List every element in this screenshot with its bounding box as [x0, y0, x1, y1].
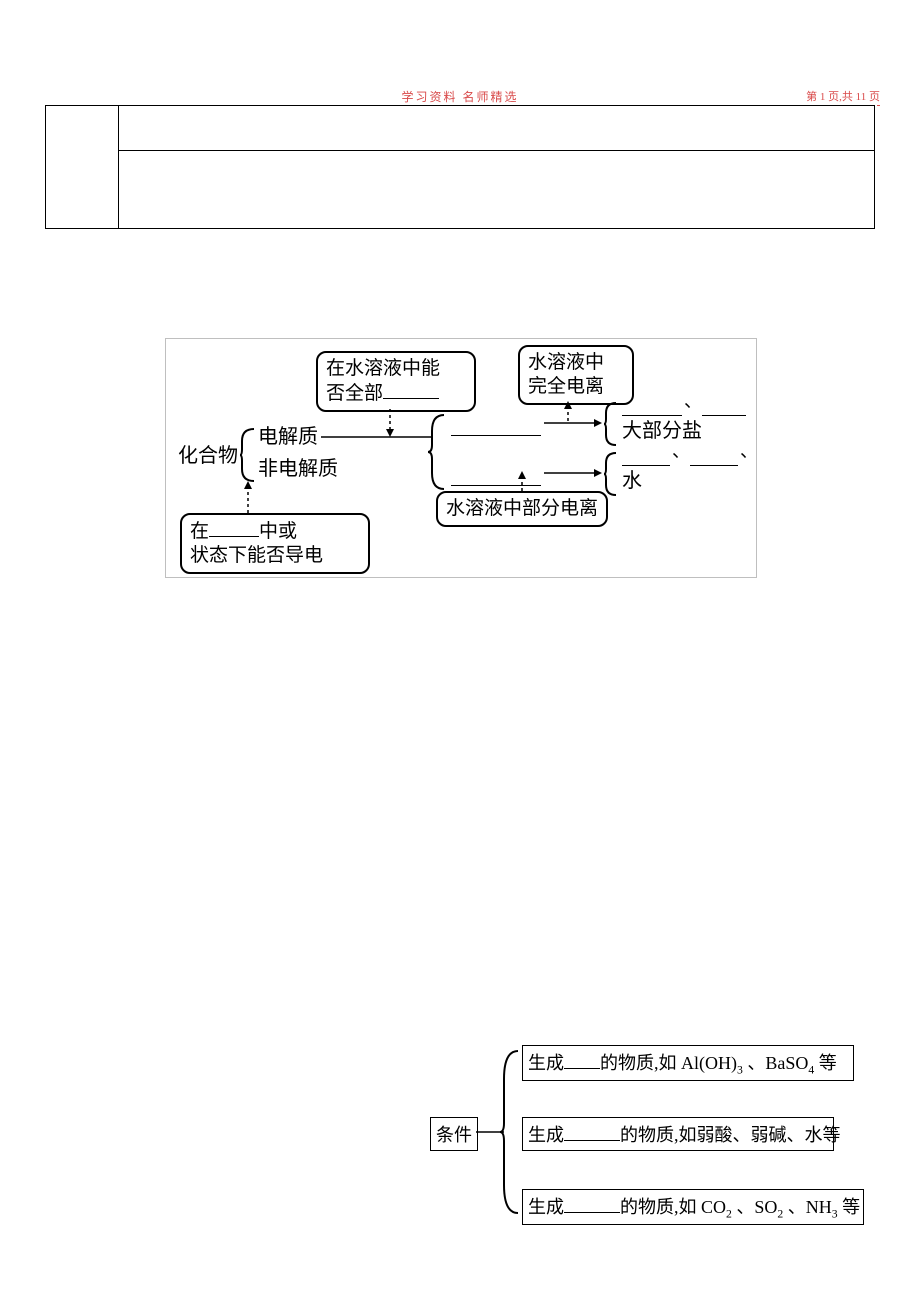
branch-electrolyte: 电解质: [258, 425, 318, 449]
table-top-right-cell: [119, 106, 875, 151]
d2-r3c: 、SO: [732, 1197, 778, 1217]
conditions-diagram: 条件 生成的物质,如 Al(OH)3 、BaSO4 等 生成的物质,如弱酸、弱碱…: [430, 1045, 870, 1220]
d2-r1c: 、BaSO: [743, 1053, 809, 1073]
header-page-number: 第 1 页,共 11 页: [806, 88, 880, 106]
d2-row3: 生成的物质,如 CO2 、SO2 、NH3 等: [522, 1189, 864, 1225]
punct-3: 、: [740, 441, 758, 463]
blank-r1a: [622, 401, 682, 416]
d2-r3a: 生成: [528, 1197, 564, 1217]
d2-blank1: [564, 1052, 600, 1069]
right-brace-1: [604, 401, 620, 447]
box-dissolve-line1: 在水溶液中能: [326, 358, 440, 379]
d2-row2: 生成的物质,如弱酸、弱碱、水等: [522, 1117, 834, 1151]
dotted-arrow-3: [516, 471, 528, 491]
box-dissolve-check: 在水溶液中能 否全部: [316, 351, 476, 412]
box-partial-ionize: 水溶液中部分电离: [436, 491, 608, 527]
blank-4: [209, 519, 259, 537]
page: 学习资料 名师精选 第 1 页,共 11 页 化合物 电解质 非电解质 在水溶液…: [0, 0, 920, 1303]
d2-r1b: 的物质,如 Al(OH): [600, 1053, 737, 1073]
d2-r3d: 、NH: [783, 1197, 832, 1217]
box-conduct-check: 在 中或 状态下能否导电: [180, 513, 370, 574]
right-item-2: 水: [622, 469, 642, 493]
d2-row1: 生成的物质,如 Al(OH)3 、BaSO4 等: [522, 1045, 854, 1081]
d2-blank3: [564, 1196, 620, 1213]
d2-r3e: 等: [838, 1197, 861, 1217]
box-full-line2: 完全电离: [528, 376, 604, 397]
dotted-arrow-4: [242, 481, 254, 513]
connector-h1: [321, 436, 431, 438]
box-conduct-1b: 中或: [259, 521, 297, 542]
dotted-arrow-1: [384, 409, 396, 437]
branch-non-electrolyte: 非电解质: [258, 457, 338, 481]
box-conduct-2: 状态下能否导电: [190, 545, 323, 566]
root-label: 化合物: [178, 444, 238, 468]
table-bottom-right-cell: [119, 151, 875, 229]
blank-2: [451, 421, 541, 436]
d2-r2a: 生成: [528, 1125, 564, 1145]
d2-r2b: 的物质,如弱酸、弱碱、水等: [620, 1125, 841, 1145]
box-full-ionize: 水溶液中 完全电离: [518, 345, 634, 405]
blank-r2b: [690, 451, 738, 466]
box-dissolve-line2: 否全部: [326, 383, 383, 404]
d2-r3b: 的物质,如 CO: [620, 1197, 726, 1217]
blank-1: [383, 381, 439, 399]
blank-r1b: [702, 401, 746, 416]
electrolyte-diagram: 化合物 电解质 非电解质 在水溶液中能 否全部 水溶液中 完全电离: [165, 338, 757, 578]
d2-blank2: [564, 1124, 620, 1141]
box-conduct-1a: 在: [190, 521, 209, 542]
punct-2: 、: [672, 441, 690, 463]
top-empty-table: [45, 105, 875, 229]
inner-brace: [428, 413, 448, 491]
d2-brace: [500, 1049, 522, 1215]
d2-root: 条件: [430, 1117, 478, 1151]
right-item-1: 大部分盐: [622, 419, 702, 443]
root-brace: [240, 427, 258, 483]
d2-r1a: 生成: [528, 1053, 564, 1073]
d2-r1d: 等: [814, 1053, 837, 1073]
blank-r2a: [622, 451, 670, 466]
arrow-right-1: [544, 417, 604, 429]
arrow-right-2: [544, 467, 604, 479]
table-left-cell: [46, 106, 119, 229]
punct-1: 、: [684, 391, 702, 413]
header-center-text: 学习资料 名师精选: [0, 88, 920, 105]
right-brace-2: [604, 451, 620, 497]
box-full-line1: 水溶液中: [528, 352, 604, 373]
